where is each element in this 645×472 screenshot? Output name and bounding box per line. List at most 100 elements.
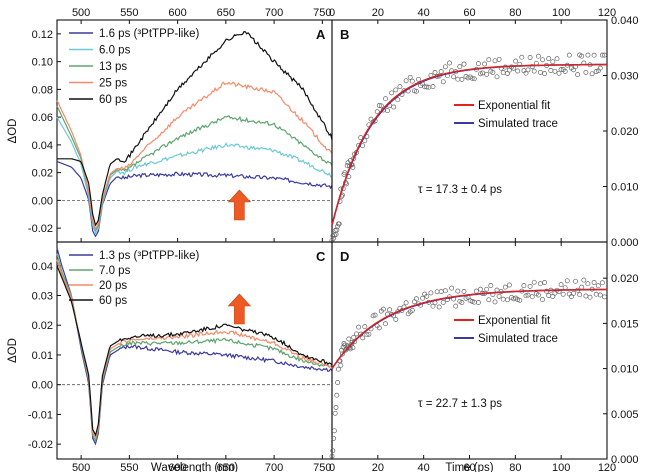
data-point — [502, 284, 508, 290]
data-point — [413, 296, 419, 302]
data-point — [453, 303, 459, 309]
data-point — [409, 307, 415, 313]
simulated-trace-line — [331, 63, 607, 226]
data-point — [593, 291, 599, 297]
data-point — [364, 332, 370, 338]
data-point — [521, 283, 527, 289]
data-point — [383, 96, 388, 102]
data-point — [471, 76, 477, 82]
data-point — [378, 103, 384, 109]
data-point — [492, 58, 498, 64]
y-tick-label: 0.02 — [32, 168, 53, 180]
data-point — [515, 68, 521, 74]
y-tick-label: -0.02 — [28, 223, 53, 235]
data-point — [546, 56, 552, 62]
data-point — [478, 286, 483, 292]
y-tick-label: 0.030 — [611, 71, 639, 83]
data-point — [525, 292, 531, 298]
data-point — [602, 52, 607, 58]
data-point — [484, 286, 490, 292]
tau-annotation: τ = 17.3 ± 0.4 ps — [418, 184, 502, 196]
data-point — [589, 71, 595, 77]
y-tick-label: 0.005 — [611, 409, 639, 421]
data-point — [531, 279, 537, 285]
legend-label-2: 13 ps — [99, 61, 127, 73]
data-point — [469, 298, 475, 304]
data-point — [403, 78, 409, 84]
y-tick-label: 0.010 — [611, 182, 639, 194]
data-point — [339, 351, 345, 357]
legend-label-1: 7.0 ps — [99, 265, 131, 277]
data-point — [492, 299, 498, 305]
data-point — [387, 307, 393, 313]
exponential-fit-line — [331, 288, 607, 369]
data-point — [506, 282, 512, 288]
data-point — [556, 70, 562, 76]
data-point — [459, 76, 465, 82]
data-point — [436, 304, 442, 310]
y-tick-label: 0.08 — [32, 84, 53, 96]
x-tick-label: 650 — [217, 462, 235, 472]
data-point — [531, 68, 537, 74]
data-point — [343, 347, 349, 353]
data-point — [486, 57, 492, 63]
legend-label-3: 60 ps — [99, 295, 127, 307]
data-point — [333, 405, 339, 410]
data-point — [523, 293, 529, 299]
panel-label-c: C — [316, 249, 326, 264]
data-point — [368, 116, 374, 122]
y-tick-label: 0.015 — [611, 318, 639, 330]
data-point — [506, 67, 512, 73]
data-point — [411, 88, 417, 94]
data-point — [331, 435, 337, 441]
data-point — [432, 70, 438, 75]
data-point — [393, 87, 399, 93]
data-point — [335, 366, 341, 372]
data-point — [447, 60, 452, 66]
x-tick-label: 0 — [329, 462, 335, 472]
data-point — [409, 78, 415, 84]
data-point — [591, 280, 597, 285]
y-tick-label: 0.00 — [32, 380, 53, 392]
x-tick-label: 500 — [72, 462, 90, 472]
x-tick-label: 120 — [598, 462, 616, 472]
data-point — [591, 52, 597, 58]
tau-annotation: τ = 22.7 ± 1.3 ps — [418, 398, 502, 410]
legend-label-1: Simulated trace — [478, 118, 558, 130]
data-point — [383, 321, 388, 327]
y-tick-label: -0.01 — [28, 409, 53, 421]
data-point — [558, 67, 564, 73]
x-tick-label: 750 — [313, 462, 331, 472]
x-tick-label-top: 700 — [265, 7, 283, 19]
data-point — [554, 56, 560, 62]
legend-label-0: 1.3 ps (³PtTPP-like) — [99, 250, 199, 262]
data-point — [330, 448, 336, 454]
data-point — [575, 72, 581, 78]
data-point — [455, 288, 461, 294]
data-point — [597, 292, 603, 298]
x-tick-label-top: 550 — [120, 7, 138, 19]
y-tick-label: 0.12 — [32, 29, 53, 41]
data-point — [473, 288, 479, 294]
panel-label-d: D — [340, 249, 349, 264]
y-tick-label: 0.10 — [32, 57, 53, 69]
data-point — [527, 283, 533, 289]
data-point — [455, 76, 461, 82]
y-tick-label: 0.00 — [32, 195, 53, 207]
x-axis-label: Wavelength (nm) — [151, 462, 238, 472]
data-point — [577, 292, 583, 298]
series-line-3 — [56, 81, 333, 231]
data-point — [438, 69, 444, 74]
x-tick-label: 100 — [552, 462, 570, 472]
y-tick-label: 0.06 — [32, 112, 53, 124]
x-tick-label-top: 650 — [217, 7, 235, 19]
panel-a: 500 550 600 650 700 750 -0.02 0.00 0.02 0.04 0.06 0… — [7, 7, 333, 243]
data-point — [395, 97, 401, 103]
series-line-3 — [56, 265, 333, 437]
data-point — [413, 88, 419, 94]
data-point — [535, 292, 541, 298]
data-point — [438, 289, 444, 295]
data-point — [461, 289, 467, 294]
legend-label-3: 25 ps — [99, 78, 127, 90]
data-point — [560, 291, 566, 297]
